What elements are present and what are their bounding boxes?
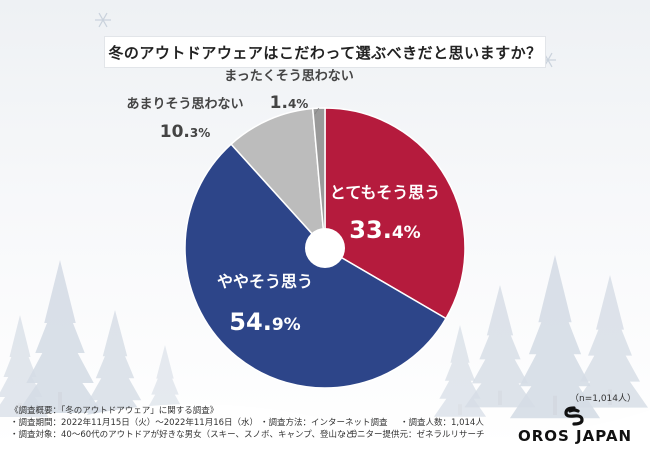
slice-label: ややそう思う	[217, 272, 313, 291]
slice-label: まったくそう思わない	[224, 69, 353, 84]
survey-method: ・調査方法：インターネット調査	[260, 418, 388, 428]
snowy-tree-icon	[572, 275, 648, 408]
snow-ground	[0, 404, 650, 450]
donut-hole	[305, 228, 345, 268]
snowflake-icon	[95, 12, 111, 28]
pie-slice	[184, 143, 447, 389]
chart-title-box: 冬のアウトドアウェアはこだわって選ぶべきだと思いますか？	[104, 36, 546, 68]
survey-count: ・調査人数：1,014人	[400, 418, 484, 428]
leader-line	[314, 107, 320, 115]
survey-provider: ・モニター提供元：ゼネラルリサーチ	[340, 430, 485, 440]
slice-label: とてもそう思う	[330, 183, 440, 202]
pie-slice	[230, 107, 326, 251]
snowy-tree-icon	[0, 315, 49, 417]
snowy-tree-icon	[17, 260, 103, 413]
slice-value-label: 10.3%	[160, 122, 211, 142]
survey-summary: 《調査概要：「冬のアウトドアウェア」に関する調査》 ・調査期間：2022年11月…	[10, 405, 490, 441]
survey-heading: 《調査概要：「冬のアウトドアウェア」に関する調査》	[10, 406, 219, 416]
logo-text: OROS JAPAN	[517, 427, 633, 445]
slice-label: あまりそう思わない	[126, 97, 243, 112]
company-logo: OROS JAPAN	[508, 405, 642, 445]
slice-value-label: 33.4%	[349, 216, 420, 244]
survey-period: ・調査期間：2022年11月15日（火）～2022年11月16日（水）	[10, 418, 259, 428]
slice-value-label: 1.4%	[270, 93, 309, 113]
survey-target: ・調査対象：40～60代のアウトドアが好きな男女（スキー、スノボ、キャンプ、登山…	[10, 430, 363, 440]
pie-slice	[324, 107, 466, 320]
snowy-tree-icon	[464, 285, 536, 408]
chart-title: 冬のアウトドアウェアはこだわって選ぶべきだと思いますか？	[108, 43, 542, 62]
slice-value-label: 54.9%	[229, 308, 300, 336]
logo-mark-icon	[564, 406, 584, 426]
snowy-tree-icon	[433, 325, 487, 417]
sample-size-label: （n=1,014人）	[569, 394, 636, 404]
pie-slice	[311, 107, 326, 249]
